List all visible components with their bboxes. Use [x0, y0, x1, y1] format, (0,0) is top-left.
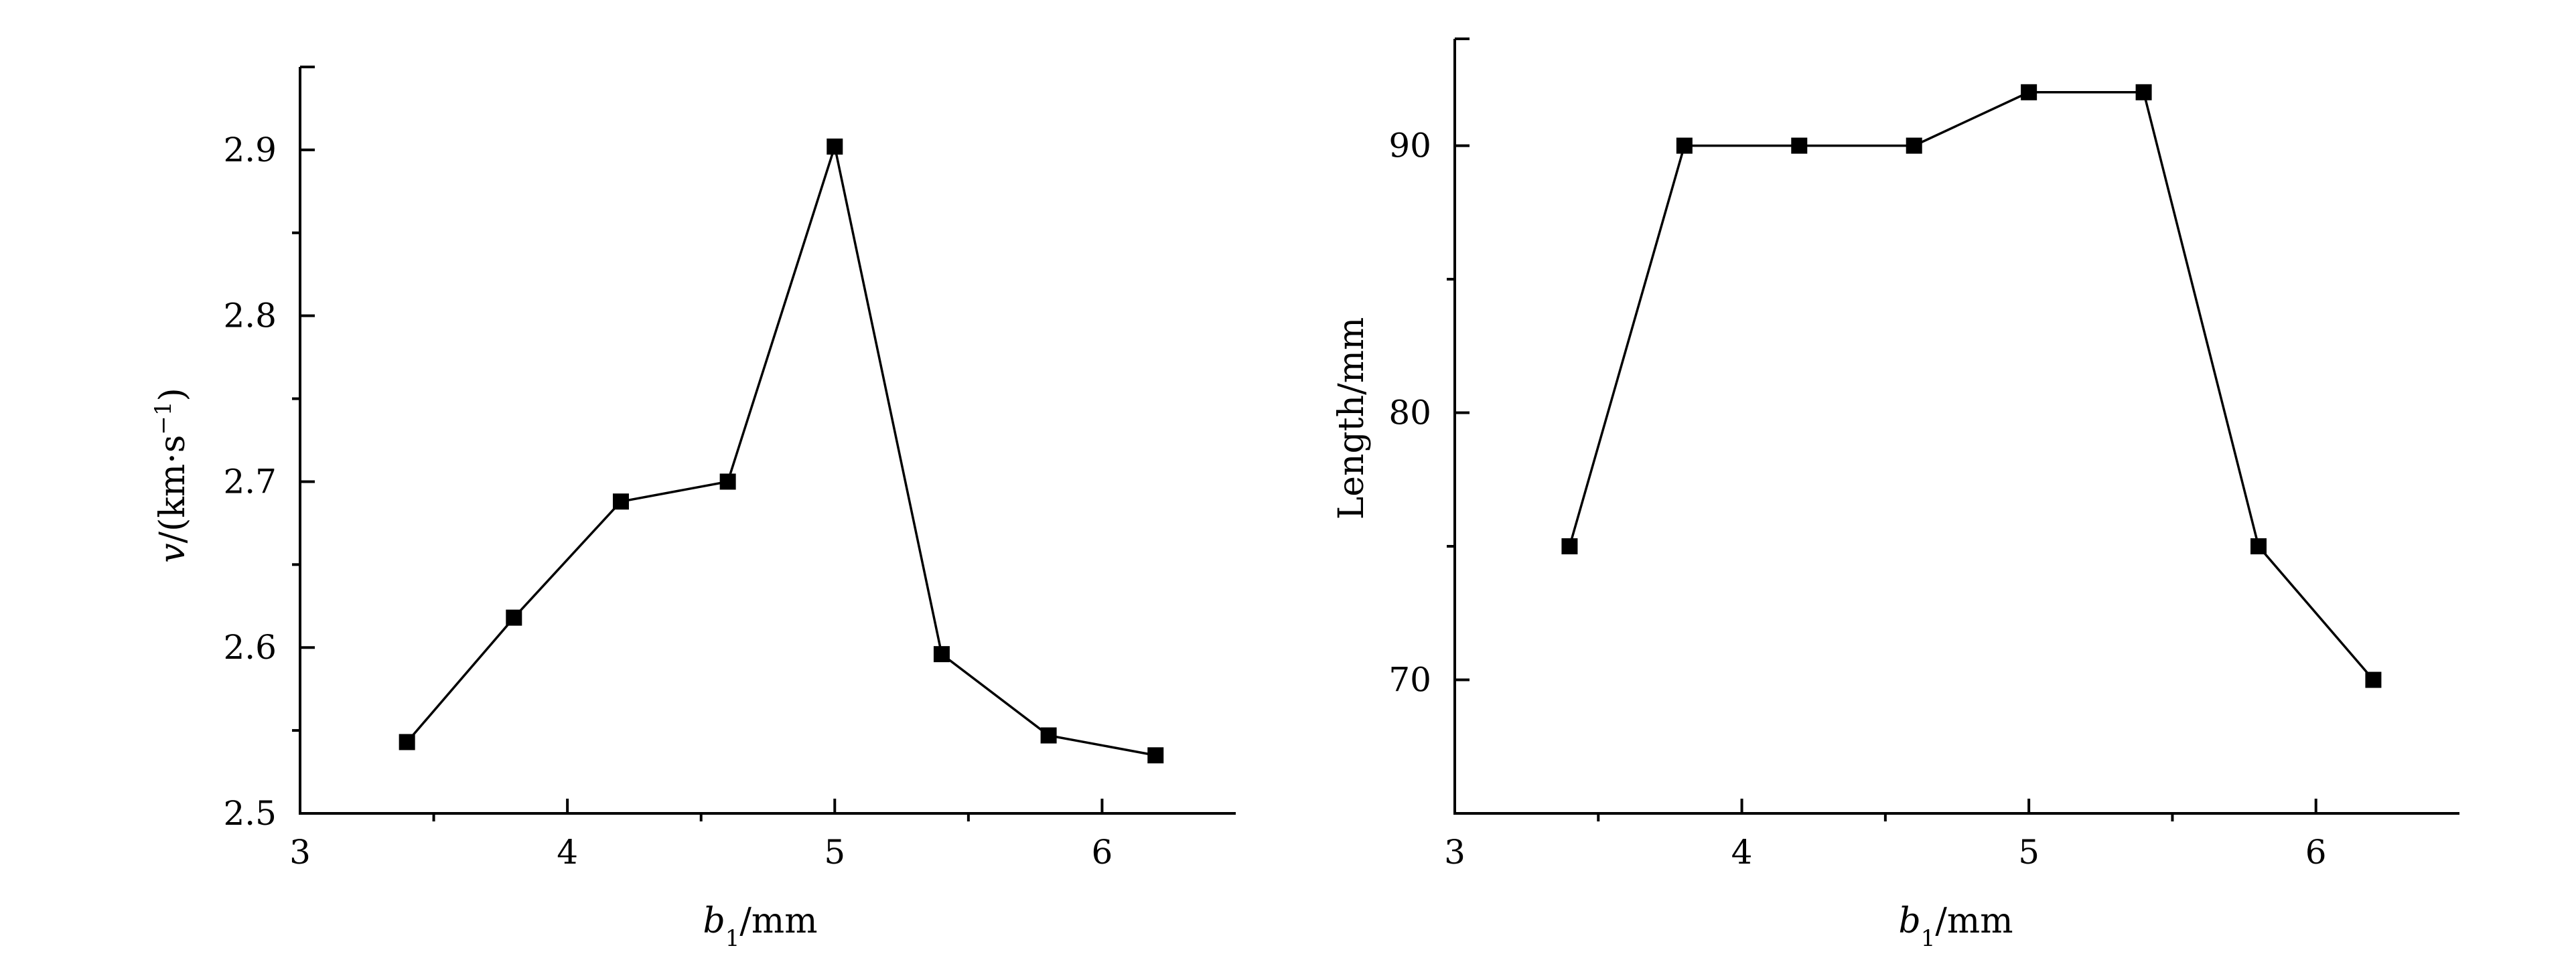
y-tick-label: 90: [1388, 127, 1431, 165]
y-tick-label: 2.9: [223, 131, 277, 169]
x-title-unit-left: /mm: [739, 901, 817, 941]
x-tick-label: 4: [557, 833, 578, 872]
data-point-marker: [612, 493, 629, 510]
data-point-marker: [1676, 137, 1693, 154]
y-axis-title-left: v/(km·s−1): [150, 388, 193, 563]
x-axis-title-left: b1/mm: [703, 901, 817, 952]
x-title-main-left: b: [703, 901, 725, 941]
x-axis-title-right: b1/mm: [1898, 901, 2013, 952]
tick-labels-left: 3 4 5 6 2.5 2.6 2.7 2.8 2.9: [223, 131, 1113, 872]
y-tick-label: 2.7: [223, 462, 277, 501]
x-title-sub-left: 1: [725, 925, 740, 952]
data-point-marker: [2250, 538, 2267, 555]
chart-left: 3 4 5 6 2.5 2.6 2.7 2.8 2.9 b1/mm v/(km·s−1): [150, 66, 1236, 952]
y-title-sup-left: −1: [150, 401, 177, 434]
y-axis-title-right: Length/mm: [1332, 317, 1372, 520]
y-tick-label: 80: [1388, 394, 1431, 432]
data-point-marker: [2365, 671, 2382, 688]
y-tick-label: 2.6: [223, 628, 277, 667]
y-tick-label: 70: [1388, 661, 1431, 700]
x-tick-label: 6: [1092, 833, 1113, 872]
data-point-marker: [399, 734, 415, 750]
data-point-marker: [1791, 137, 1808, 154]
series-line-left: [406, 142, 1156, 756]
data-point-marker: [827, 138, 843, 155]
axes-right: [1447, 37, 2459, 821]
data-point-marker: [1040, 727, 1057, 744]
data-point-marker: [2021, 84, 2037, 100]
x-tick-label: 4: [1731, 833, 1753, 872]
series-line: [1568, 91, 2374, 681]
x-tick-label: 6: [2305, 833, 2327, 872]
series-line-right: [1568, 91, 2374, 681]
data-point-marker: [933, 646, 950, 663]
chart-right: 3 4 5 6 70 80 90 b1/mm Length/mm: [1332, 37, 2459, 952]
y-title-close-left: ): [153, 388, 193, 401]
data-point-marker: [1147, 747, 1164, 764]
x-tick-label: 5: [824, 833, 845, 872]
series-line: [406, 142, 1156, 756]
y-tick-label: 2.8: [223, 297, 277, 335]
data-point-marker: [2135, 84, 2152, 100]
series-markers-right: [1561, 84, 2382, 688]
x-tick-label: 5: [2018, 833, 2040, 872]
x-title-sub-right: 1: [1921, 925, 1936, 952]
x-title-unit-right: /mm: [1935, 901, 2013, 941]
y-title-main-left: v: [153, 543, 193, 562]
series-markers-left: [399, 138, 1164, 764]
data-point-marker: [1561, 538, 1578, 555]
x-tick-label: 3: [289, 833, 311, 872]
tick-labels-right: 3 4 5 6 70 80 90: [1388, 127, 2326, 872]
data-point-marker: [1906, 137, 1922, 154]
data-point-marker: [719, 473, 736, 490]
y-title-rest-left: /(km·s: [153, 435, 193, 544]
x-tick-label: 3: [1444, 833, 1465, 872]
x-title-main-right: b: [1898, 901, 1920, 941]
y-tick-label: 2.5: [223, 794, 277, 833]
axes-left: [292, 66, 1236, 821]
data-point-marker: [506, 609, 522, 626]
